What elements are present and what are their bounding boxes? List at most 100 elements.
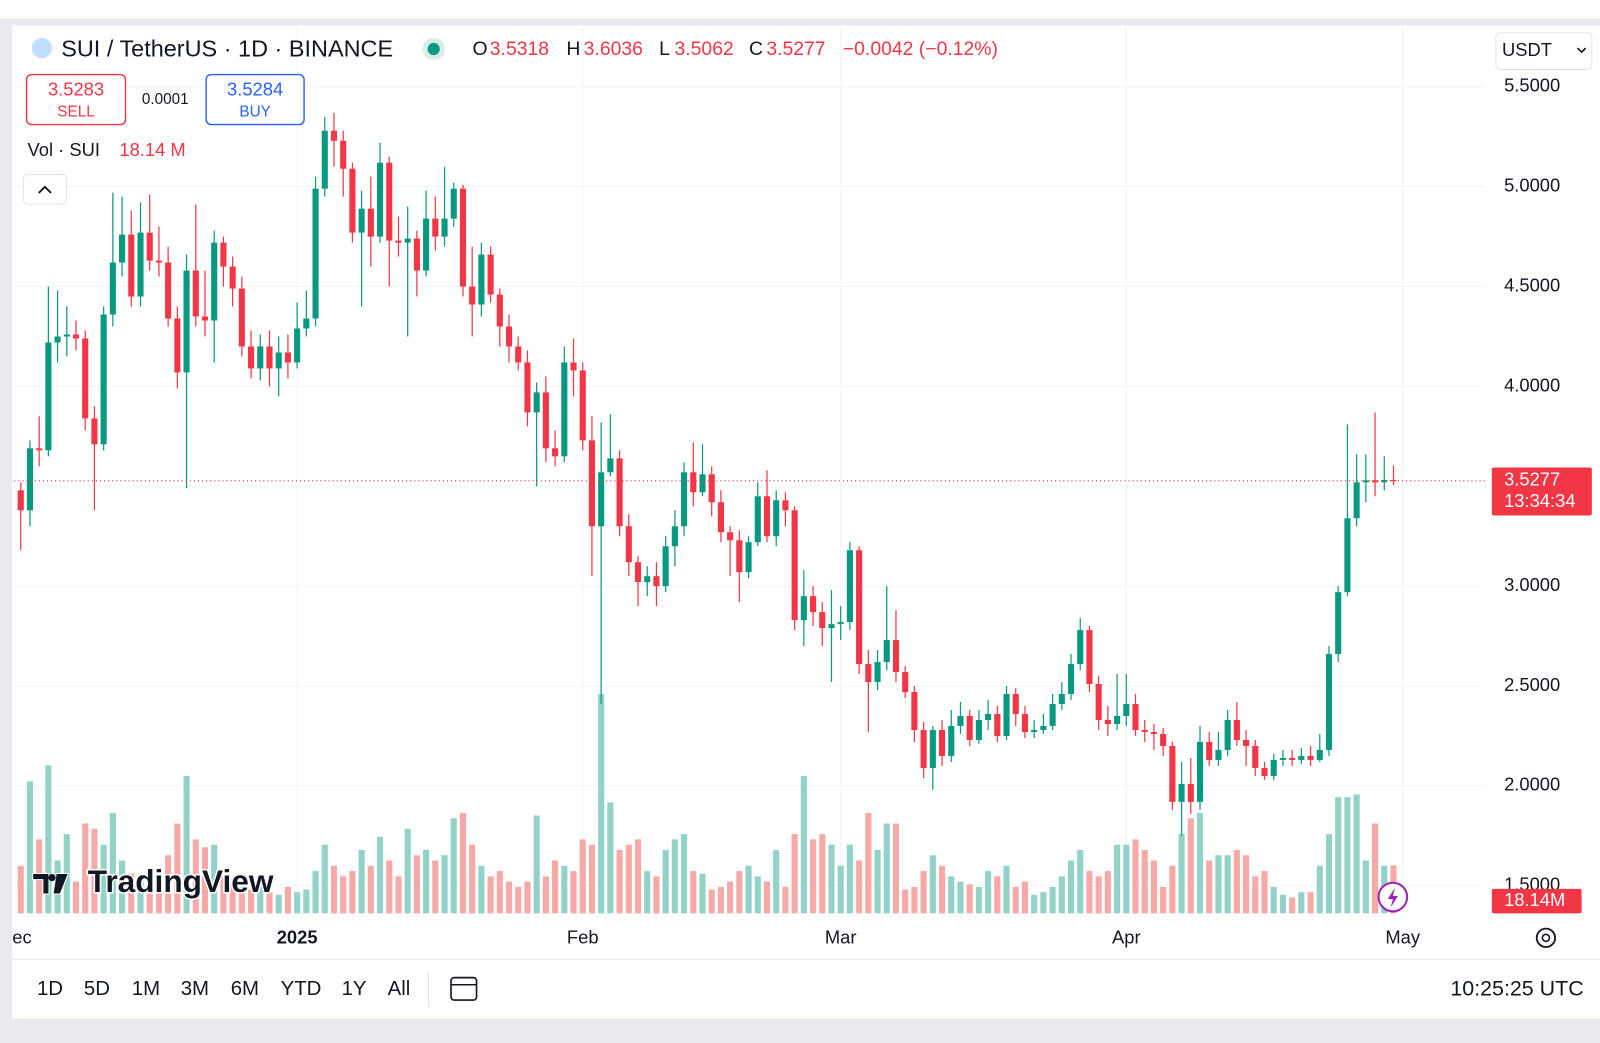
sell-price[interactable]: 3.5283 — [48, 79, 104, 100]
chevron — [1576, 47, 1587, 54]
volume-bar — [1077, 849, 1084, 914]
logo-text: TradingView — [88, 863, 274, 899]
timeframe-button[interactable]: 1Y — [342, 978, 367, 1000]
calendar-icon[interactable] — [450, 976, 478, 1001]
candle-body — [828, 624, 835, 629]
candle-body — [542, 392, 549, 449]
volume-bar — [800, 775, 807, 914]
currency-select[interactable]: USDT — [1495, 32, 1593, 70]
timeframe-button[interactable]: 1M — [132, 978, 160, 1000]
candle-body — [45, 342, 52, 451]
volume-bar — [1206, 860, 1213, 914]
candle-body — [1040, 725, 1047, 730]
candle-body — [865, 664, 872, 683]
volume-bar — [72, 881, 80, 914]
volume-bar — [1196, 812, 1204, 914]
buy-label[interactable]: BUY — [239, 103, 270, 120]
volume-bar — [662, 849, 669, 914]
candle-body — [1371, 480, 1379, 483]
lightning-button[interactable] — [1377, 881, 1409, 913]
candle-body — [966, 715, 973, 740]
timeframe-button[interactable]: 5D — [84, 978, 110, 1000]
collapse-button[interactable] — [22, 174, 67, 205]
volume-bar — [524, 881, 531, 914]
volume-bar — [1243, 855, 1250, 914]
buy-price[interactable]: 3.5284 — [227, 79, 283, 100]
gear[interactable] — [1535, 927, 1557, 948]
volume-bar — [1335, 797, 1342, 914]
candle-body — [856, 550, 863, 665]
candle-body — [36, 448, 43, 451]
volume-bar — [248, 889, 255, 914]
timeframe-button[interactable]: All — [388, 978, 411, 1000]
candle-body — [662, 546, 669, 587]
volume-bar — [312, 871, 319, 914]
y-tick-label: 4.0000 — [1504, 374, 1560, 395]
timeframe-button[interactable]: 6M — [231, 978, 259, 1000]
volume-bar — [1270, 886, 1277, 914]
candle-body — [717, 502, 724, 533]
clock: 10:25:25 UTC — [1450, 977, 1583, 1001]
volume-bar — [128, 873, 135, 914]
volume-bar — [1132, 839, 1139, 914]
tradingview-logo: TradingView — [32, 862, 275, 901]
volume-bar — [515, 886, 522, 914]
volume-bar — [1141, 849, 1148, 914]
candle-body — [459, 188, 467, 287]
candle-body — [1344, 518, 1351, 593]
currency-box[interactable] — [1495, 32, 1593, 70]
volume-bar — [1307, 892, 1314, 914]
candle-body — [1049, 704, 1056, 726]
timeframe-button[interactable]: 1D — [37, 978, 63, 1000]
volume-bar — [542, 876, 549, 914]
date-range-button[interactable] — [450, 976, 478, 1001]
volume-legend-label: Vol · SUI — [28, 139, 100, 160]
last-price-label: 3.5277 — [1504, 469, 1560, 490]
candle-body — [1114, 715, 1121, 724]
candle-body — [920, 729, 927, 768]
candle-body — [82, 338, 89, 419]
collapse-box[interactable] — [22, 174, 67, 205]
volume-price-box — [1491, 888, 1582, 914]
candle-body — [588, 440, 596, 527]
volume-bar — [349, 871, 356, 914]
volume-bar — [1325, 834, 1333, 914]
settings-button[interactable] — [1535, 927, 1557, 948]
volume-bar — [736, 871, 743, 914]
candle-body — [791, 510, 798, 621]
volume-bar — [948, 876, 955, 914]
logo-mark — [32, 873, 70, 895]
volume-bar — [1178, 834, 1185, 914]
buy-button[interactable]: 3.5284 BUY — [205, 73, 305, 126]
sell-button[interactable]: 3.5283 SELL — [25, 73, 127, 126]
volume-bar — [165, 855, 172, 914]
candle-body — [1353, 482, 1360, 519]
candle-body — [211, 242, 218, 321]
candle-body — [598, 472, 605, 527]
buy-box[interactable] — [205, 73, 305, 126]
candle-body — [616, 458, 623, 527]
volume-bar — [17, 865, 24, 914]
sell-box[interactable] — [25, 73, 127, 126]
candle-body — [1390, 479, 1397, 481]
volume-bar — [846, 844, 853, 914]
logo-dot — [48, 874, 56, 882]
candle-body — [1150, 731, 1158, 734]
timeframe-button[interactable]: 3M — [181, 978, 209, 1000]
sell-label[interactable]: SELL — [57, 103, 94, 120]
currency-label[interactable]: USDT — [1502, 39, 1552, 60]
volume-bar — [174, 823, 181, 914]
candle-body — [1325, 654, 1333, 750]
volume-bar — [1215, 855, 1222, 914]
volume-bar — [1150, 860, 1158, 914]
candle-body — [266, 346, 273, 369]
volume-bar — [201, 847, 209, 914]
candle-body — [773, 500, 780, 537]
candle-body — [183, 270, 190, 373]
candle-body — [1206, 741, 1213, 760]
y-tick-label: 4.5000 — [1504, 274, 1560, 295]
candle-body — [1270, 759, 1277, 776]
timeframe-button[interactable]: YTD — [281, 978, 322, 1000]
candle-body — [570, 362, 577, 371]
